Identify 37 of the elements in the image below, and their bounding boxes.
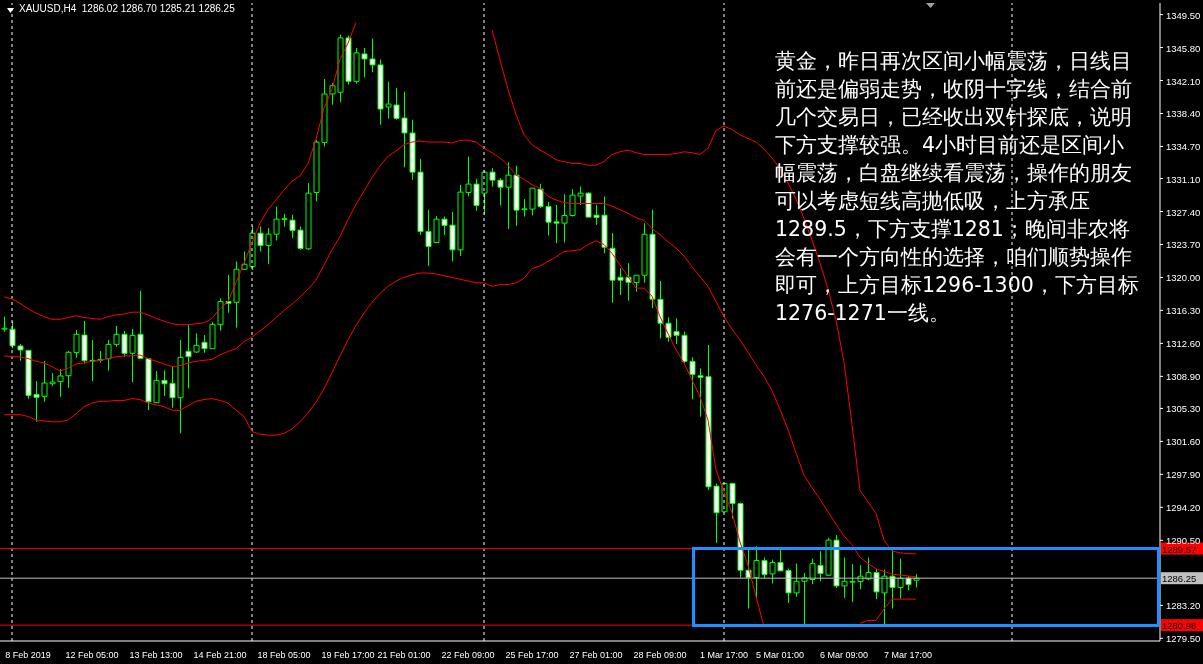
x-tick-label: 5 Mar 01:00 (755, 650, 805, 660)
x-tick-label: 7 Mar 17:00 (883, 650, 933, 660)
y-tick-label: 1301.60 (1166, 436, 1201, 448)
chart-title: XAUUSD,H4 1286.02 1286.70 1285.21 1286.25 (19, 3, 235, 14)
x-tick-label: 12 Feb 05:00 (65, 650, 119, 660)
y-tick-label: 1342.10 (1166, 75, 1201, 87)
x-tick-label: 14 Feb 21:00 (193, 650, 247, 660)
x-tick-label: 18 Feb 05:00 (257, 650, 311, 660)
x-tick-label: 19 Feb 17:00 (321, 650, 375, 660)
y-tick-label: 1283.20 (1166, 600, 1201, 612)
y-tick-label: 1345.80 (1166, 42, 1201, 54)
y-tick-label: 1305.30 (1166, 403, 1201, 415)
y-tick-label: 1334.70 (1166, 141, 1201, 153)
x-tick-label: 6 Mar 09:00 (819, 650, 869, 660)
x-tick-label: 21 Feb 01:00 (377, 650, 431, 660)
y-tick-label: 1308.90 (1166, 371, 1201, 383)
ref-line-label: 1289.57 (1162, 543, 1197, 555)
x-tick-label: 28 Feb 09:00 (633, 650, 687, 660)
y-tick-label: 1323.70 (1166, 239, 1201, 251)
y-tick-label: 1279.50 (1166, 633, 1201, 645)
x-tick-label: 22 Feb 09:00 (441, 650, 495, 660)
x-tick-label: 27 Feb 01:00 (569, 650, 623, 660)
y-tick-label: 1316.30 (1166, 305, 1201, 317)
y-tick-label: 1320.00 (1166, 272, 1201, 284)
x-tick-label: 13 Feb 13:00 (129, 650, 183, 660)
y-tick-label: 1331.10 (1166, 173, 1201, 185)
y-tick-label: 1312.60 (1166, 338, 1201, 350)
y-tick-label: 1338.40 (1166, 108, 1201, 120)
x-tick-label: 8 Feb 2019 (5, 650, 51, 660)
y-tick-label: 1294.20 (1166, 502, 1201, 514)
y-tick-label: 1327.40 (1166, 206, 1201, 218)
x-tick-label: 25 Feb 17:00 (505, 650, 559, 660)
x-tick-label: 1 Mar 17:00 (699, 650, 749, 660)
y-tick-label: 1297.90 (1166, 469, 1201, 481)
y-tick-label: 1349.50 (1166, 9, 1201, 21)
ref-line-label: 1286.25 (1162, 573, 1197, 585)
ref-line-label: 1280.98 (1162, 620, 1197, 632)
